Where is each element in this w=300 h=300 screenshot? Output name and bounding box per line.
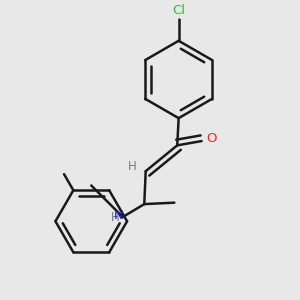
Text: N: N [114, 209, 123, 222]
Text: H: H [128, 160, 137, 173]
Text: H: H [111, 211, 119, 224]
Text: O: O [207, 132, 217, 145]
Text: Cl: Cl [172, 4, 185, 17]
